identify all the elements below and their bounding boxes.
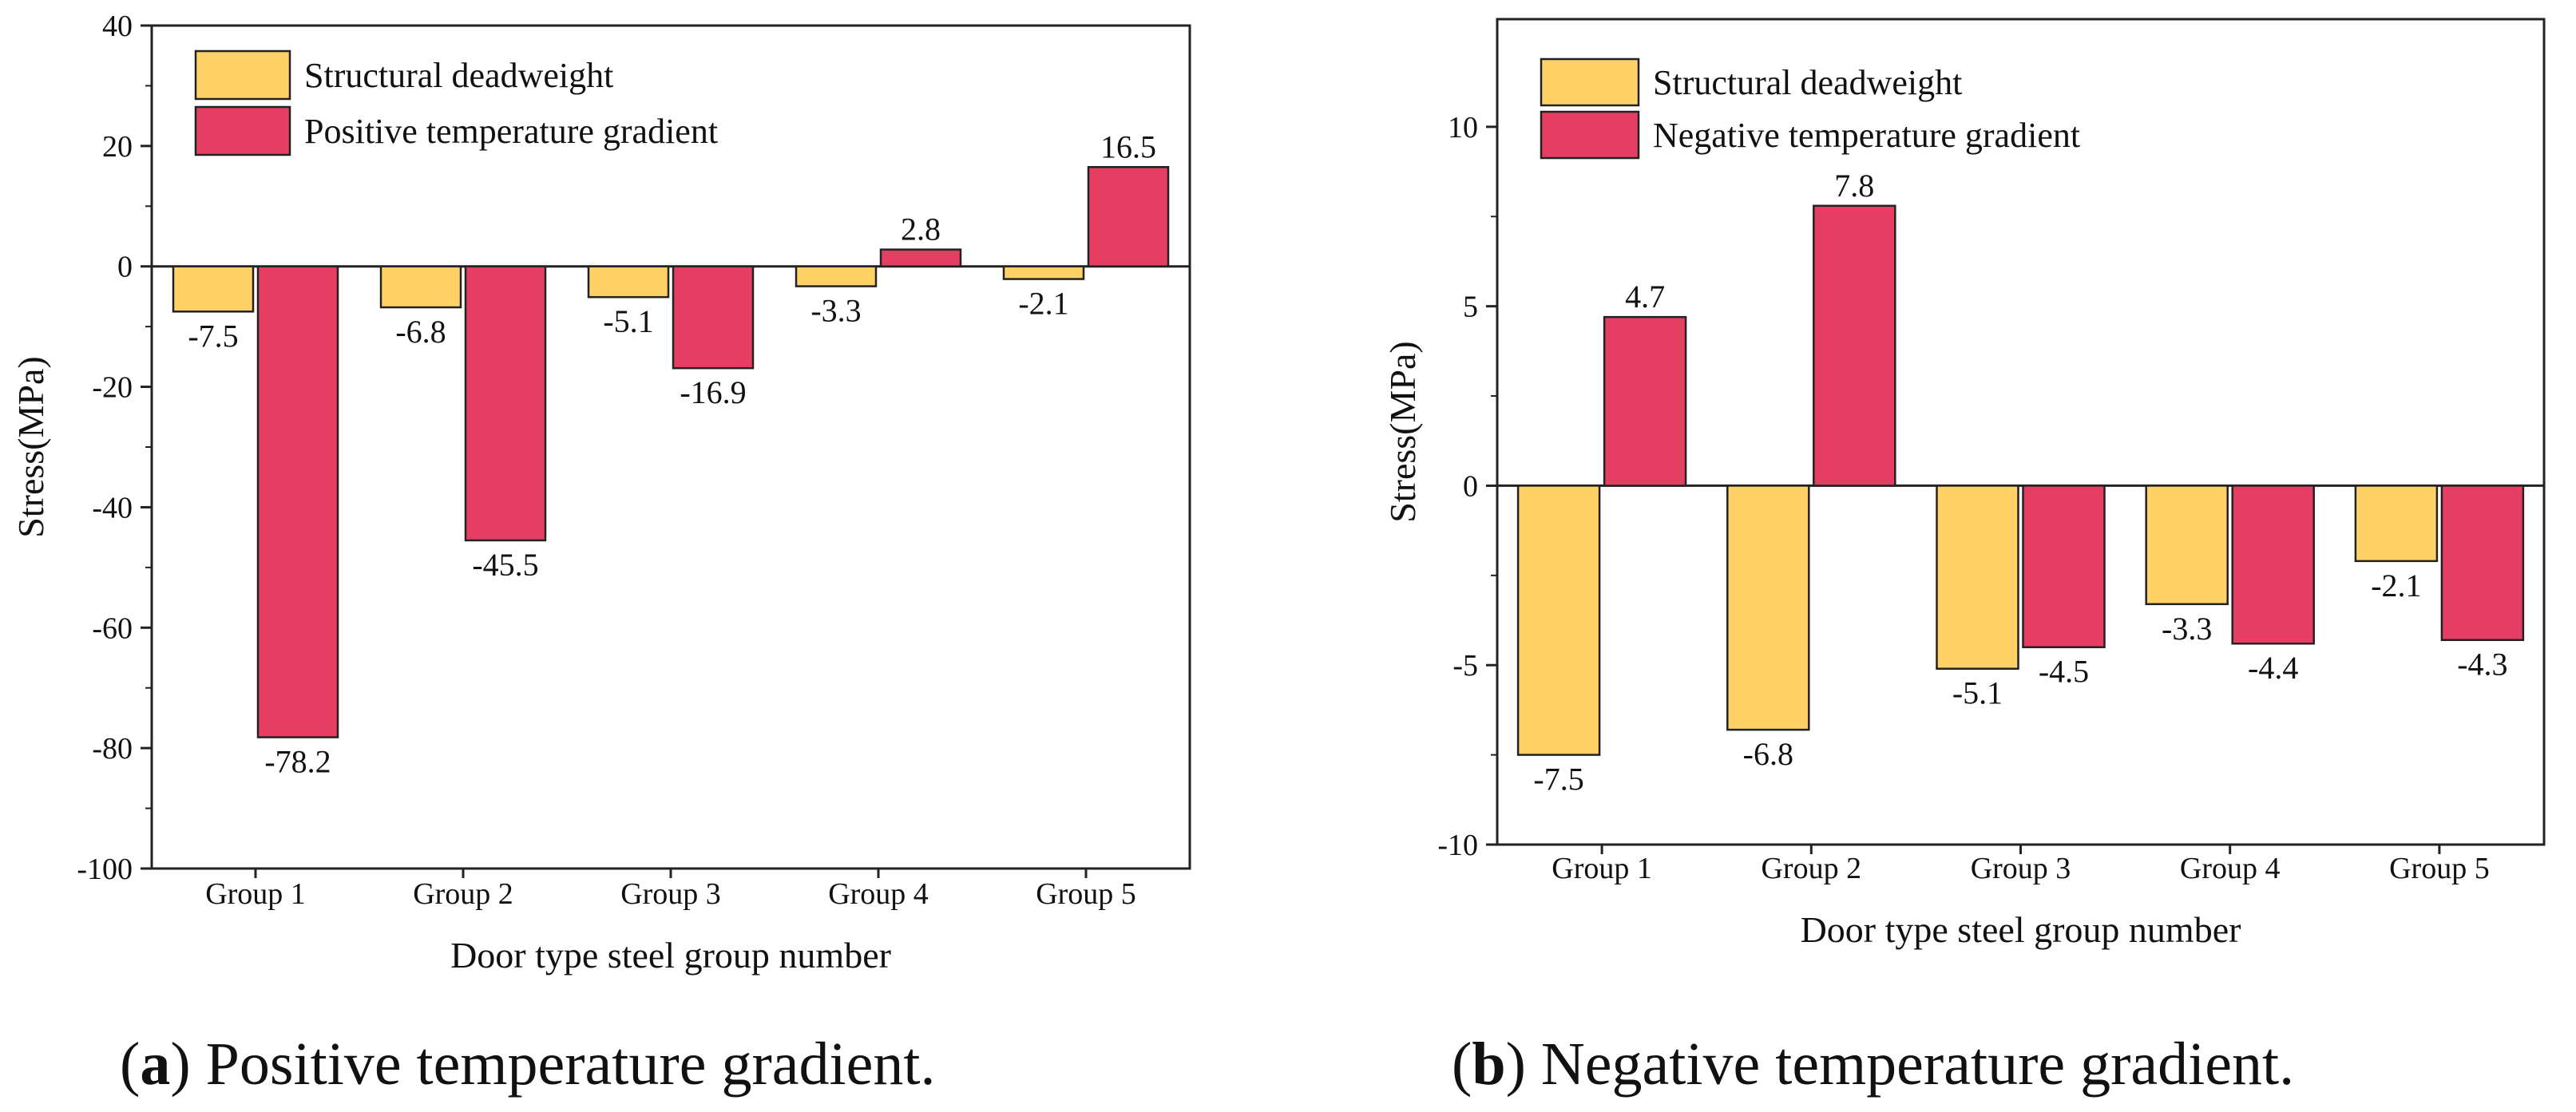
x-axis-title: Door type steel group number <box>1801 909 2241 950</box>
data-label: -4.5 <box>2039 654 2089 690</box>
legend-label: Positive temperature gradient <box>304 112 718 151</box>
y-axis-title: Stress(MPa) <box>1382 341 1423 522</box>
y-tick-label: -100 <box>77 853 133 886</box>
bar-deadweight <box>1726 485 1810 731</box>
y-tick-label: -40 <box>92 491 133 524</box>
legend-label: Structural deadweight <box>304 56 613 95</box>
bar-gradient <box>672 265 755 370</box>
y-tick-label: -80 <box>92 732 133 766</box>
bar-gradient <box>2231 485 2315 645</box>
x-axis-title: Door type steel group number <box>450 935 891 975</box>
data-label: -16.9 <box>680 374 746 410</box>
legend-swatch-deadweight <box>1540 57 1640 107</box>
caption-paren: ) <box>170 1031 190 1098</box>
x-tick-label: Group 1 <box>205 877 306 911</box>
x-tick-label: Group 5 <box>1036 877 1136 911</box>
data-label: -4.4 <box>2248 650 2298 686</box>
data-label: -6.8 <box>395 314 446 350</box>
bar-gradient <box>2440 485 2525 641</box>
data-label: 2.8 <box>901 212 941 247</box>
data-label: -7.5 <box>1533 762 1583 797</box>
data-label: -5.1 <box>603 303 653 339</box>
caption-text: Negative temperature gradient. <box>1526 1031 2294 1098</box>
caption-letter: a <box>140 1031 170 1098</box>
data-label: -78.2 <box>264 744 331 780</box>
y-tick-label: 10 <box>1448 111 1478 144</box>
y-tick-label: 20 <box>102 130 133 164</box>
x-tick-label: Group 4 <box>2180 852 2281 885</box>
bar-gradient <box>1087 166 1170 267</box>
y-tick-label: -20 <box>92 371 133 405</box>
chart-panel-a: 40 20 0 -20 -40 -60 -80 -100 Group 1 -7.5 -78.2 Gro… <box>10 10 1191 1098</box>
y-tick-label: 0 <box>117 251 133 284</box>
data-label: -3.3 <box>2162 611 2212 647</box>
data-label: -6.8 <box>1743 736 1793 772</box>
bar-deadweight <box>1002 265 1085 280</box>
bar-deadweight <box>1516 485 1601 756</box>
x-tick-label: Group 1 <box>1552 852 1652 885</box>
caption-paren: ) <box>1506 1031 1526 1098</box>
y-tick-label: -60 <box>92 611 133 645</box>
data-label: -45.5 <box>472 547 538 583</box>
y-tick-label: -10 <box>1437 829 1478 862</box>
legend-swatch-deadweight <box>194 49 291 101</box>
data-label: -7.5 <box>188 318 238 354</box>
bar-deadweight <box>379 265 462 309</box>
bar-gradient <box>1603 315 1687 487</box>
y-tick-label: 5 <box>1463 291 1478 324</box>
bar-gradient <box>2022 485 2106 648</box>
bar-deadweight <box>587 265 670 299</box>
data-label: 7.8 <box>1834 168 1874 204</box>
caption-paren: ( <box>1452 1031 1472 1098</box>
data-label: 16.5 <box>1100 129 1156 164</box>
data-label: 4.7 <box>1625 279 1665 315</box>
y-tick-label: -5 <box>1452 649 1478 683</box>
figure-caption: (a) Positive temperature gradient. <box>120 1031 935 1098</box>
caption-letter: b <box>1472 1031 1505 1098</box>
chart-panel-b: 10 5 0 -5 -10 Group 1 -7.5 4.7 Group 2 -6.8 7.8 Gro… <box>1382 18 2546 1098</box>
bar-deadweight <box>2354 485 2439 563</box>
legend-label: Structural deadweight <box>1653 63 1962 102</box>
y-tick-label: 40 <box>102 10 133 43</box>
data-label: -2.1 <box>1018 286 1068 322</box>
figure-caption: (b) Negative temperature gradient. <box>1452 1031 2294 1098</box>
bar-gradient <box>1813 204 1896 487</box>
y-tick-label: 0 <box>1463 469 1478 503</box>
bar-gradient <box>256 265 339 738</box>
bar-gradient <box>464 265 547 542</box>
bar-deadweight <box>1936 485 2019 670</box>
legend-label: Negative temperature gradient <box>1653 116 2080 155</box>
x-tick-label: Group 5 <box>2389 852 2490 885</box>
bar-gradient <box>879 248 962 267</box>
x-tick-label: Group 4 <box>828 877 929 911</box>
data-label: -4.3 <box>2457 647 2507 683</box>
x-tick-label: Group 2 <box>413 877 513 911</box>
legend-swatch-gradient <box>1540 110 1640 160</box>
x-tick-label: Group 3 <box>620 877 721 911</box>
data-label: -5.1 <box>1952 675 2003 711</box>
caption-paren: ( <box>120 1031 140 1098</box>
caption-text: Positive temperature gradient. <box>191 1031 936 1098</box>
legend-swatch-gradient <box>194 105 291 156</box>
x-tick-label: Group 3 <box>1971 852 2071 885</box>
y-axis-title: Stress(MPa) <box>10 356 51 537</box>
data-label: -2.1 <box>2371 568 2421 603</box>
x-tick-label: Group 2 <box>1761 852 1861 885</box>
bar-deadweight <box>172 265 255 313</box>
bar-deadweight <box>795 265 878 287</box>
data-label: -3.3 <box>810 293 861 329</box>
bar-deadweight <box>2145 485 2229 606</box>
